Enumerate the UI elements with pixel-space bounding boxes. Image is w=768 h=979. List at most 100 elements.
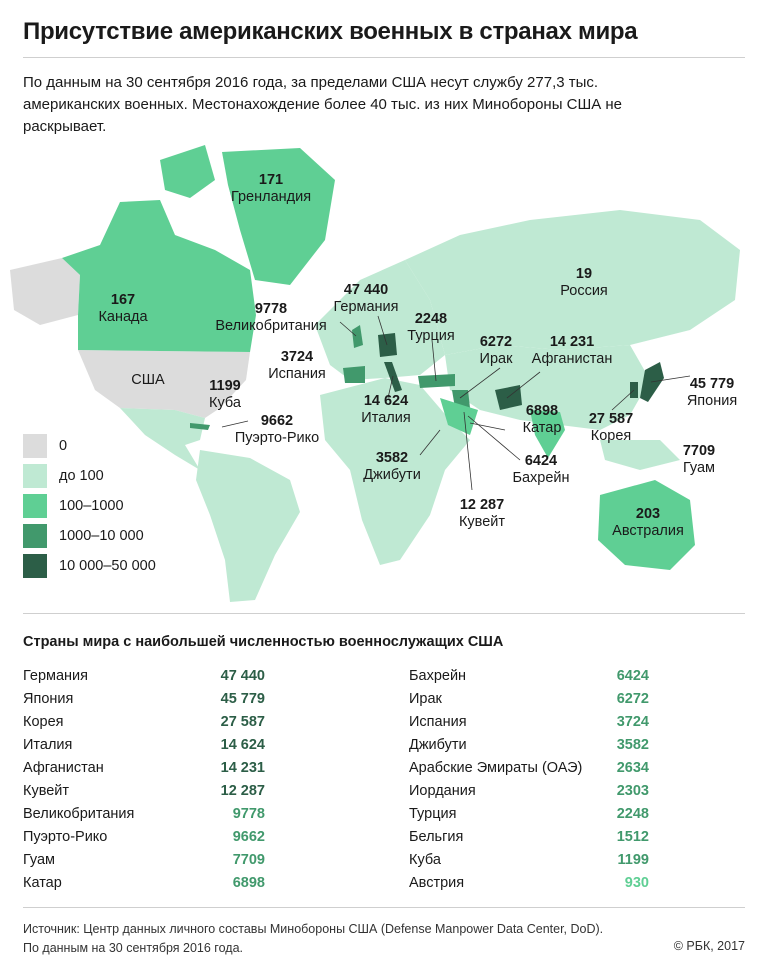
table-row: Германия 47 440 bbox=[23, 664, 265, 687]
copyright: © РБК, 2017 bbox=[673, 939, 745, 953]
map-region-alaska bbox=[10, 258, 80, 325]
country-name: Пуэрто-Рико bbox=[23, 828, 108, 845]
divider bbox=[23, 57, 745, 58]
country-name: Австрия bbox=[409, 874, 465, 891]
troop-count: 3724 bbox=[616, 713, 649, 730]
map-region-india bbox=[530, 410, 565, 458]
country-name: Куба bbox=[409, 851, 441, 868]
country-name: Турция bbox=[409, 805, 457, 822]
table-row: Арабские Эмираты (ОАЭ) 2634 bbox=[409, 756, 649, 779]
map-label-italy: 14 624 Италия bbox=[361, 393, 411, 426]
map-label-afghanistan: 14 231 Афганистан bbox=[531, 334, 613, 367]
legend-label: 10 000–50 000 bbox=[59, 557, 156, 574]
table-row: Афганистан 14 231 bbox=[23, 756, 265, 779]
map-region-mexico bbox=[120, 408, 205, 470]
country-name: Корея bbox=[23, 713, 64, 730]
troop-count: 6272 bbox=[616, 690, 649, 707]
map-label-russia: 19 Россия bbox=[560, 266, 608, 299]
source-text: Источник: Центр данных личного составы М… bbox=[23, 922, 604, 936]
legend-item: 0 bbox=[23, 433, 156, 458]
map-label-puerto-rico: 9662 Пуэрто-Рико bbox=[234, 413, 320, 446]
troop-count: 47 440 bbox=[220, 667, 265, 684]
map-region-canada-islands bbox=[160, 145, 215, 198]
legend-item: 1000–10 000 bbox=[23, 523, 156, 548]
country-name: Италия bbox=[23, 736, 73, 753]
table-row: Куба 1199 bbox=[409, 848, 649, 871]
troop-count: 6424 bbox=[616, 667, 649, 684]
table-row: Турция 2248 bbox=[409, 802, 649, 825]
legend-swatch bbox=[23, 433, 47, 458]
map-label-spain: 3724 Испания bbox=[268, 349, 326, 382]
troop-count: 2248 bbox=[616, 805, 649, 822]
map-label-kuwait: 12 287 Кувейт bbox=[458, 497, 506, 530]
map-region-arabia bbox=[440, 398, 478, 435]
legend-label: до 100 bbox=[59, 467, 104, 484]
troop-count: 14 624 bbox=[220, 736, 265, 753]
legend-swatch bbox=[23, 493, 47, 518]
legend-label: 0 bbox=[59, 437, 68, 454]
table-title: Страны мира с наибольшей численностью во… bbox=[23, 634, 504, 650]
table-row: Япония 45 779 bbox=[23, 687, 265, 710]
country-name: Гуам bbox=[23, 851, 56, 868]
map-region-europe bbox=[315, 260, 445, 380]
legend-item: до 100 bbox=[23, 463, 156, 488]
table-row: Италия 14 624 bbox=[23, 733, 265, 756]
troop-count: 9662 bbox=[232, 828, 265, 845]
map-label-iraq: 6272 Ирак bbox=[479, 334, 513, 367]
source-note: Источник: Центр данных личного составы М… bbox=[23, 920, 603, 958]
table-column-left: Германия 47 440 Япония 45 779 Корея 27 587 Ита… bbox=[23, 664, 265, 894]
map-region-germany bbox=[378, 333, 397, 357]
troop-count: 7709 bbox=[232, 851, 265, 868]
map-label-japan: 45 779 Япония bbox=[686, 376, 738, 409]
legend-item: 100–1000 bbox=[23, 493, 156, 518]
country-name: Бахрейн bbox=[409, 667, 467, 684]
map-label-uk: 9778 Великобритания bbox=[215, 301, 327, 334]
legend-label: 100–1000 bbox=[59, 497, 124, 514]
troop-count: 1512 bbox=[616, 828, 649, 845]
troop-count: 6898 bbox=[232, 874, 265, 891]
troop-count: 14 231 bbox=[220, 759, 265, 776]
map-label-qatar: 6898 Катар bbox=[522, 403, 562, 436]
map-region-spain bbox=[343, 366, 365, 383]
map-label-cuba: 1199 Куба bbox=[209, 378, 241, 411]
divider bbox=[23, 907, 745, 908]
table-row: Джибути 3582 bbox=[409, 733, 649, 756]
troop-count: 45 779 bbox=[220, 690, 265, 707]
legend-item: 10 000–50 000 bbox=[23, 553, 156, 578]
country-name: Германия bbox=[23, 667, 89, 684]
map-region-greenland bbox=[222, 148, 335, 285]
country-name: Афганистан bbox=[23, 759, 104, 776]
country-name: Иордания bbox=[409, 782, 476, 799]
map-region-cuba bbox=[190, 423, 210, 430]
troop-count: 9778 bbox=[232, 805, 265, 822]
map-label-canada: 167 Канада bbox=[98, 292, 148, 325]
troop-count: 930 bbox=[624, 874, 649, 891]
map-region-turkey bbox=[418, 374, 455, 388]
page-title: Присутствие американских военных в стран… bbox=[23, 18, 638, 45]
map-label-usa: США bbox=[131, 372, 165, 388]
map-region-asia bbox=[445, 345, 650, 430]
troop-count: 12 287 bbox=[220, 782, 265, 799]
country-name: Ирак bbox=[409, 690, 442, 707]
table-column-right: Бахрейн 6424 Ирак 6272 Испания 3724 Джибути 358… bbox=[409, 664, 649, 894]
table-row: Великобритания 9778 bbox=[23, 802, 265, 825]
troop-count: 1199 bbox=[617, 851, 649, 868]
table-row: Бахрейн 6424 bbox=[409, 664, 649, 687]
country-name: Испания bbox=[409, 713, 467, 730]
map-label-bahrain: 6424 Бахрейн bbox=[512, 453, 570, 486]
country-name: Джибути bbox=[409, 736, 467, 753]
map-region-canada bbox=[62, 200, 256, 352]
table-row: Испания 3724 bbox=[409, 710, 649, 733]
map-legend: 0 до 100 100–1000 1000–10 000 10 000–50 … bbox=[23, 433, 156, 584]
country-name: Кувейт bbox=[23, 782, 70, 799]
country-name: Великобритания bbox=[23, 805, 135, 822]
map-label-greenland: 171 Гренландия bbox=[230, 172, 312, 205]
map-label-guam: 7709 Гуам bbox=[682, 443, 716, 476]
troop-count: 3582 bbox=[616, 736, 649, 753]
map-label-australia: 203 Австралия bbox=[612, 506, 684, 539]
troop-count: 2634 bbox=[616, 759, 649, 776]
table-row: Пуэрто-Рико 9662 bbox=[23, 825, 265, 848]
legend-swatch bbox=[23, 463, 47, 488]
table-row: Катар 6898 bbox=[23, 871, 265, 894]
troop-count: 27 587 bbox=[220, 713, 265, 730]
